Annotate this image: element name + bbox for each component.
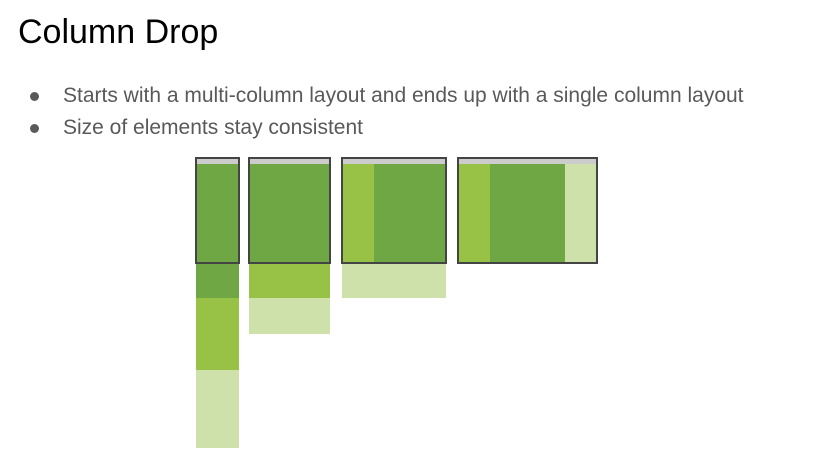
stage1-tertiary-block — [196, 370, 239, 448]
stage2-primary-block — [249, 164, 330, 263]
bullet-text: Size of elements stay consistent — [63, 116, 363, 139]
bullet-dot-icon — [30, 124, 39, 133]
stage4-tertiary-column — [565, 164, 597, 263]
stage-single-column — [195, 157, 240, 448]
stage1-secondary-block — [196, 298, 239, 370]
stage2-secondary-block — [249, 263, 330, 298]
stage3-screen-bar — [342, 158, 446, 164]
stage4-primary-column — [490, 164, 565, 263]
stage3-tertiary-block — [342, 263, 446, 298]
stage2-screen-bar — [249, 158, 330, 164]
slide-title: Column Drop — [18, 13, 219, 51]
stage1-screen-bar — [196, 158, 239, 164]
stage1-screen-frame — [195, 157, 240, 264]
bullet-dot-icon — [30, 92, 39, 101]
stage1-primary-block — [196, 164, 239, 298]
stage3-screen-frame — [341, 157, 447, 264]
stage2-screen-frame — [248, 157, 331, 264]
stage4-screen-frame — [457, 157, 598, 264]
stage4-screen-bar — [458, 158, 597, 164]
stage-wide-column — [248, 157, 331, 334]
stage-three-column — [457, 157, 598, 264]
stage3-secondary-column — [342, 164, 374, 263]
stage-two-column — [341, 157, 447, 298]
bullet-item-multi-column: Starts with a multi-column layout and en… — [28, 82, 744, 114]
stage4-secondary-column — [458, 164, 490, 263]
stage3-primary-column — [374, 164, 446, 263]
bullet-item-size-consistent: Size of elements stay consistent — [28, 114, 744, 146]
bullet-text: Starts with a multi-column layout and en… — [63, 84, 744, 107]
stage2-tertiary-block — [249, 298, 330, 334]
bullet-list: Starts with a multi-column layout and en… — [28, 82, 744, 146]
